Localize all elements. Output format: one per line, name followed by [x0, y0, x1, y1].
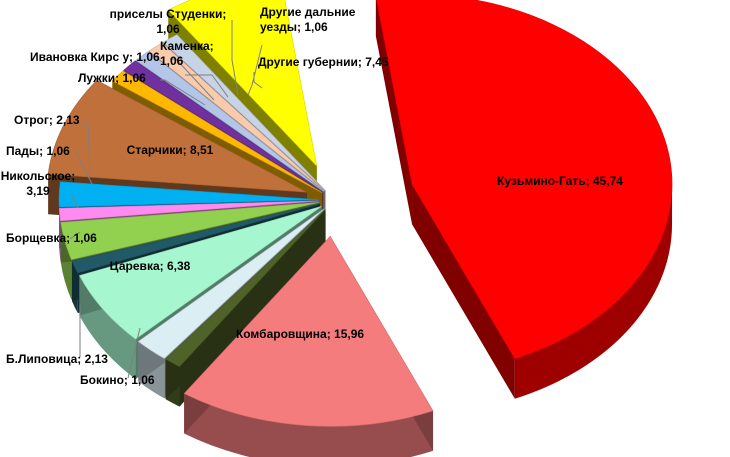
data-label-line: Пады; 1,06 — [6, 144, 70, 158]
data-label-line: Ивановка Кирс у; 1,06 — [30, 50, 160, 64]
pie-slice-5 — [71, 203, 320, 274]
slice-edge-2-1 — [165, 209, 326, 400]
leader-line-15 — [253, 72, 263, 89]
data-label-14: Другие дальние уезды; 1,06 — [260, 5, 356, 34]
data-label-11: Ивановка Кирс у; 1,06 — [30, 50, 160, 64]
data-label-line: уезды; 1,06 — [260, 20, 328, 34]
slice-edge-0-0 — [375, 0, 413, 225]
data-label-line: 3,19 — [26, 184, 50, 198]
data-label-line: Отрог; 2,13 — [14, 113, 80, 127]
data-label-7: Пады; 1,06 — [6, 144, 70, 158]
data-label-4: Царевка; 6,38 — [110, 259, 191, 273]
data-label-line: Другие губернии; 7,45 — [258, 55, 389, 69]
leader-line-7 — [75, 151, 93, 185]
data-label-line: приселы Студенки; — [110, 7, 227, 21]
slice-side-2 — [165, 209, 326, 407]
slice-wall-1 — [184, 393, 434, 457]
data-label-5: Борщевка; 1,06 — [6, 231, 97, 245]
leader-line-10 — [160, 79, 206, 106]
pie-tops — [47, 0, 673, 427]
pie-slice-2 — [164, 209, 326, 367]
data-label-10: Лужки; 1,06 — [78, 71, 146, 85]
pie-slice-15 — [167, 0, 318, 167]
data-label-15: Другие губернии; 7,45 — [258, 55, 389, 69]
leader-line-8 — [82, 123, 91, 175]
pie-slice-10 — [111, 70, 323, 194]
data-label-line: Никольское; — [1, 169, 75, 183]
leader-line-13 — [231, 20, 239, 96]
data-label-line: 1,06 — [160, 54, 184, 68]
pie-slice-4 — [78, 206, 322, 340]
data-label-line: Каменка; — [160, 39, 214, 53]
leader-line-6 — [71, 194, 79, 209]
leader-line-14 — [247, 44, 263, 96]
leader-line-11 — [170, 58, 215, 101]
data-label-line: Кузьмино-Гать; 45,74 — [497, 174, 623, 188]
pie-slice-13 — [148, 42, 325, 192]
pie-slice-9 — [47, 79, 308, 193]
data-label-line: Борщевка; 1,06 — [6, 231, 97, 245]
data-label-0: Кузьмино-Гать; 45,74 — [497, 174, 623, 188]
data-label-line: Бокино; 1,06 — [80, 373, 155, 387]
data-label-1: Комбаровщина; 15,96 — [236, 327, 364, 341]
data-label-line: 1,06 — [156, 22, 180, 36]
pie-slice-12 — [135, 51, 324, 192]
data-label-3: Б.Липовица; 2,13 — [6, 352, 108, 366]
pie-slice-7 — [58, 200, 320, 222]
data-label-13: приселы Студенки; 1,06 — [110, 7, 227, 36]
data-label-6: Никольское; 3,19 — [1, 169, 75, 198]
pie-slice-14 — [162, 34, 326, 191]
data-label-line: Царевка; 6,38 — [110, 259, 191, 273]
data-label-2: Бокино; 1,06 — [80, 373, 155, 387]
data-label-line: Лужки; 1,06 — [78, 71, 146, 85]
slice-edge-0-1 — [412, 184, 515, 399]
leader-line-2 — [127, 327, 141, 379]
pie-slice-6 — [60, 202, 320, 260]
pie-slice-1 — [183, 235, 434, 427]
data-labels: Кузьмино-Гать; 45,74 Комбаровщина; 15,96 Б… — [1, 5, 624, 387]
pie-slice-11 — [123, 60, 324, 193]
data-label-line: Комбаровщина; 15,96 — [236, 327, 364, 341]
data-label-line: Другие дальние — [260, 5, 356, 19]
data-label-line: Старчики; 8,51 — [127, 143, 214, 157]
data-label-line: Б.Липовица; 2,13 — [6, 352, 108, 366]
pie-slice-3 — [137, 208, 325, 359]
data-label-9: Старчики; 8,51 — [127, 143, 214, 157]
leader-line-12 — [185, 74, 229, 98]
slice-wall-0 — [514, 184, 673, 399]
leader-line-5 — [69, 231, 81, 240]
slice-side-0 — [375, 0, 673, 399]
data-label-12: Каменка; 1,06 — [160, 39, 214, 68]
data-label-8: Отрог; 2,13 — [14, 113, 80, 127]
pie-slice-0 — [376, 0, 673, 360]
pie-slice-8 — [58, 181, 320, 208]
